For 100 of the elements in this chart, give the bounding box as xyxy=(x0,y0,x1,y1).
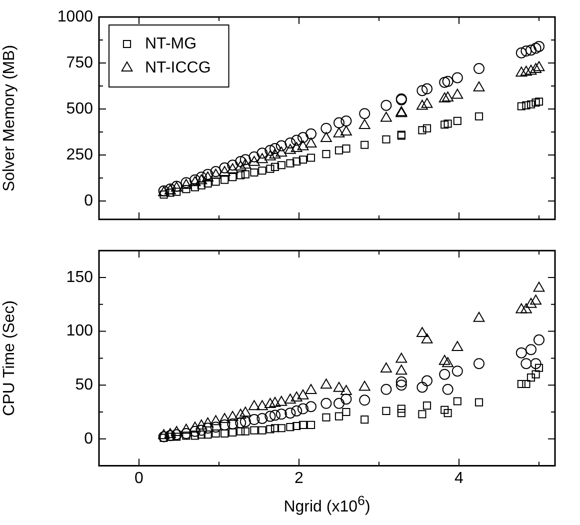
point xyxy=(202,168,214,180)
point xyxy=(228,173,237,182)
point xyxy=(236,427,245,436)
point xyxy=(210,415,222,426)
point xyxy=(334,146,344,154)
point xyxy=(170,426,182,436)
point xyxy=(240,158,252,169)
point xyxy=(359,394,370,406)
point xyxy=(421,98,433,108)
point xyxy=(284,138,296,149)
point xyxy=(526,100,536,108)
point xyxy=(258,166,266,175)
point xyxy=(235,156,246,167)
point xyxy=(534,334,544,346)
point xyxy=(196,424,207,436)
point xyxy=(380,362,392,372)
point xyxy=(291,134,302,146)
point xyxy=(286,159,294,168)
point xyxy=(534,98,544,106)
point xyxy=(236,171,245,180)
point xyxy=(522,380,530,388)
point xyxy=(533,61,545,72)
point xyxy=(292,157,301,166)
x-axis-title: Ngrid (x10$^{6}$) xyxy=(282,493,372,516)
point xyxy=(241,427,250,436)
point xyxy=(520,358,532,370)
point xyxy=(380,384,392,395)
point xyxy=(473,312,485,322)
point xyxy=(382,406,390,415)
point xyxy=(190,432,200,440)
point xyxy=(298,132,308,144)
point xyxy=(250,168,258,177)
point xyxy=(452,88,464,99)
point xyxy=(322,413,330,422)
point xyxy=(292,422,301,430)
point xyxy=(210,166,222,178)
y-tick-label: 0 xyxy=(84,192,94,210)
point xyxy=(453,397,462,406)
point xyxy=(276,396,288,406)
y-axis-title: Solver Memory (MB) xyxy=(1,44,18,192)
point xyxy=(298,420,308,429)
point xyxy=(172,432,181,441)
point xyxy=(452,72,463,84)
point xyxy=(256,153,268,164)
point xyxy=(532,98,540,107)
point xyxy=(516,347,527,358)
x-tick-label: 4 xyxy=(454,470,464,487)
point xyxy=(190,426,200,437)
point xyxy=(452,340,464,351)
point xyxy=(204,430,212,439)
point xyxy=(234,408,246,419)
point xyxy=(210,168,222,179)
point xyxy=(248,156,260,166)
point xyxy=(196,174,208,184)
point xyxy=(266,425,274,434)
point xyxy=(269,396,281,407)
point xyxy=(256,400,268,410)
y-tick-label: 250 xyxy=(66,146,94,164)
point xyxy=(182,185,190,194)
point xyxy=(256,148,268,159)
point xyxy=(226,410,238,421)
point xyxy=(320,122,332,134)
point xyxy=(440,120,449,129)
point xyxy=(526,344,536,356)
point xyxy=(284,408,296,419)
point xyxy=(226,163,238,174)
point xyxy=(276,146,288,157)
point xyxy=(533,282,545,292)
point xyxy=(219,162,230,174)
point xyxy=(284,144,296,154)
y-tick-label: 500 xyxy=(66,100,94,118)
point xyxy=(197,181,206,190)
point xyxy=(422,375,432,386)
point xyxy=(525,64,537,75)
point xyxy=(227,160,238,171)
point xyxy=(334,398,344,409)
point xyxy=(277,424,286,432)
point xyxy=(202,422,214,434)
point xyxy=(474,112,484,120)
point xyxy=(270,162,280,171)
point xyxy=(298,156,308,164)
point xyxy=(248,400,260,410)
point xyxy=(286,423,294,432)
point xyxy=(297,140,309,150)
point xyxy=(264,144,276,156)
point xyxy=(422,83,432,94)
point xyxy=(240,416,251,428)
point xyxy=(520,46,532,57)
point xyxy=(297,389,309,400)
point xyxy=(442,76,454,87)
point xyxy=(320,398,332,409)
point xyxy=(360,415,369,424)
point xyxy=(228,428,237,436)
point xyxy=(196,419,208,430)
point xyxy=(270,143,280,154)
point xyxy=(306,420,316,429)
point xyxy=(196,172,207,183)
y-tick-label: 150 xyxy=(66,268,94,286)
point xyxy=(418,410,426,418)
point xyxy=(220,176,229,184)
